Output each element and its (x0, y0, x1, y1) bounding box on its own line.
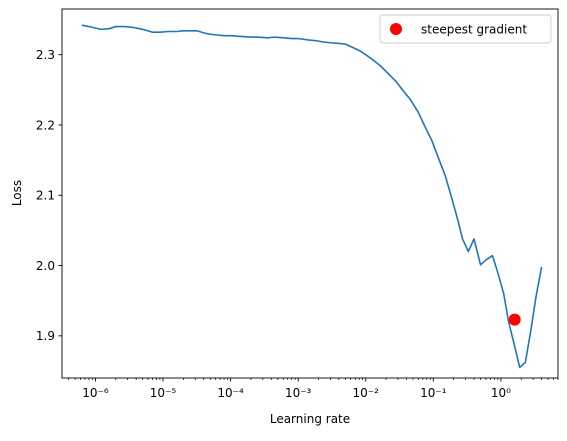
x-tick-label: 10⁻⁶ (82, 386, 109, 400)
x-tick-label: 10⁻⁵ (150, 386, 177, 400)
x-axis-label: Learning rate (270, 412, 350, 426)
x-tick-label: 10⁻¹ (420, 386, 447, 400)
steepest-gradient-marker (509, 314, 521, 326)
y-tick-label: 2.3 (36, 48, 55, 62)
legend-label: steepest gradient (421, 23, 527, 37)
y-axis-label: Loss (10, 180, 24, 206)
legend-marker-icon (390, 23, 402, 35)
y-tick-label: 2.0 (36, 259, 55, 273)
y-tick-label: 1.9 (36, 329, 55, 343)
plot-area (62, 9, 558, 378)
x-tick-label: 10⁻² (353, 386, 380, 400)
x-tick-label: 10⁰ (491, 386, 511, 400)
y-tick-label: 2.2 (36, 118, 55, 132)
x-tick-label: 10⁻³ (285, 386, 312, 400)
legend: steepest gradient (380, 15, 551, 43)
x-tick-label: 10⁻⁴ (217, 386, 244, 400)
y-tick-label: 2.1 (36, 189, 55, 203)
